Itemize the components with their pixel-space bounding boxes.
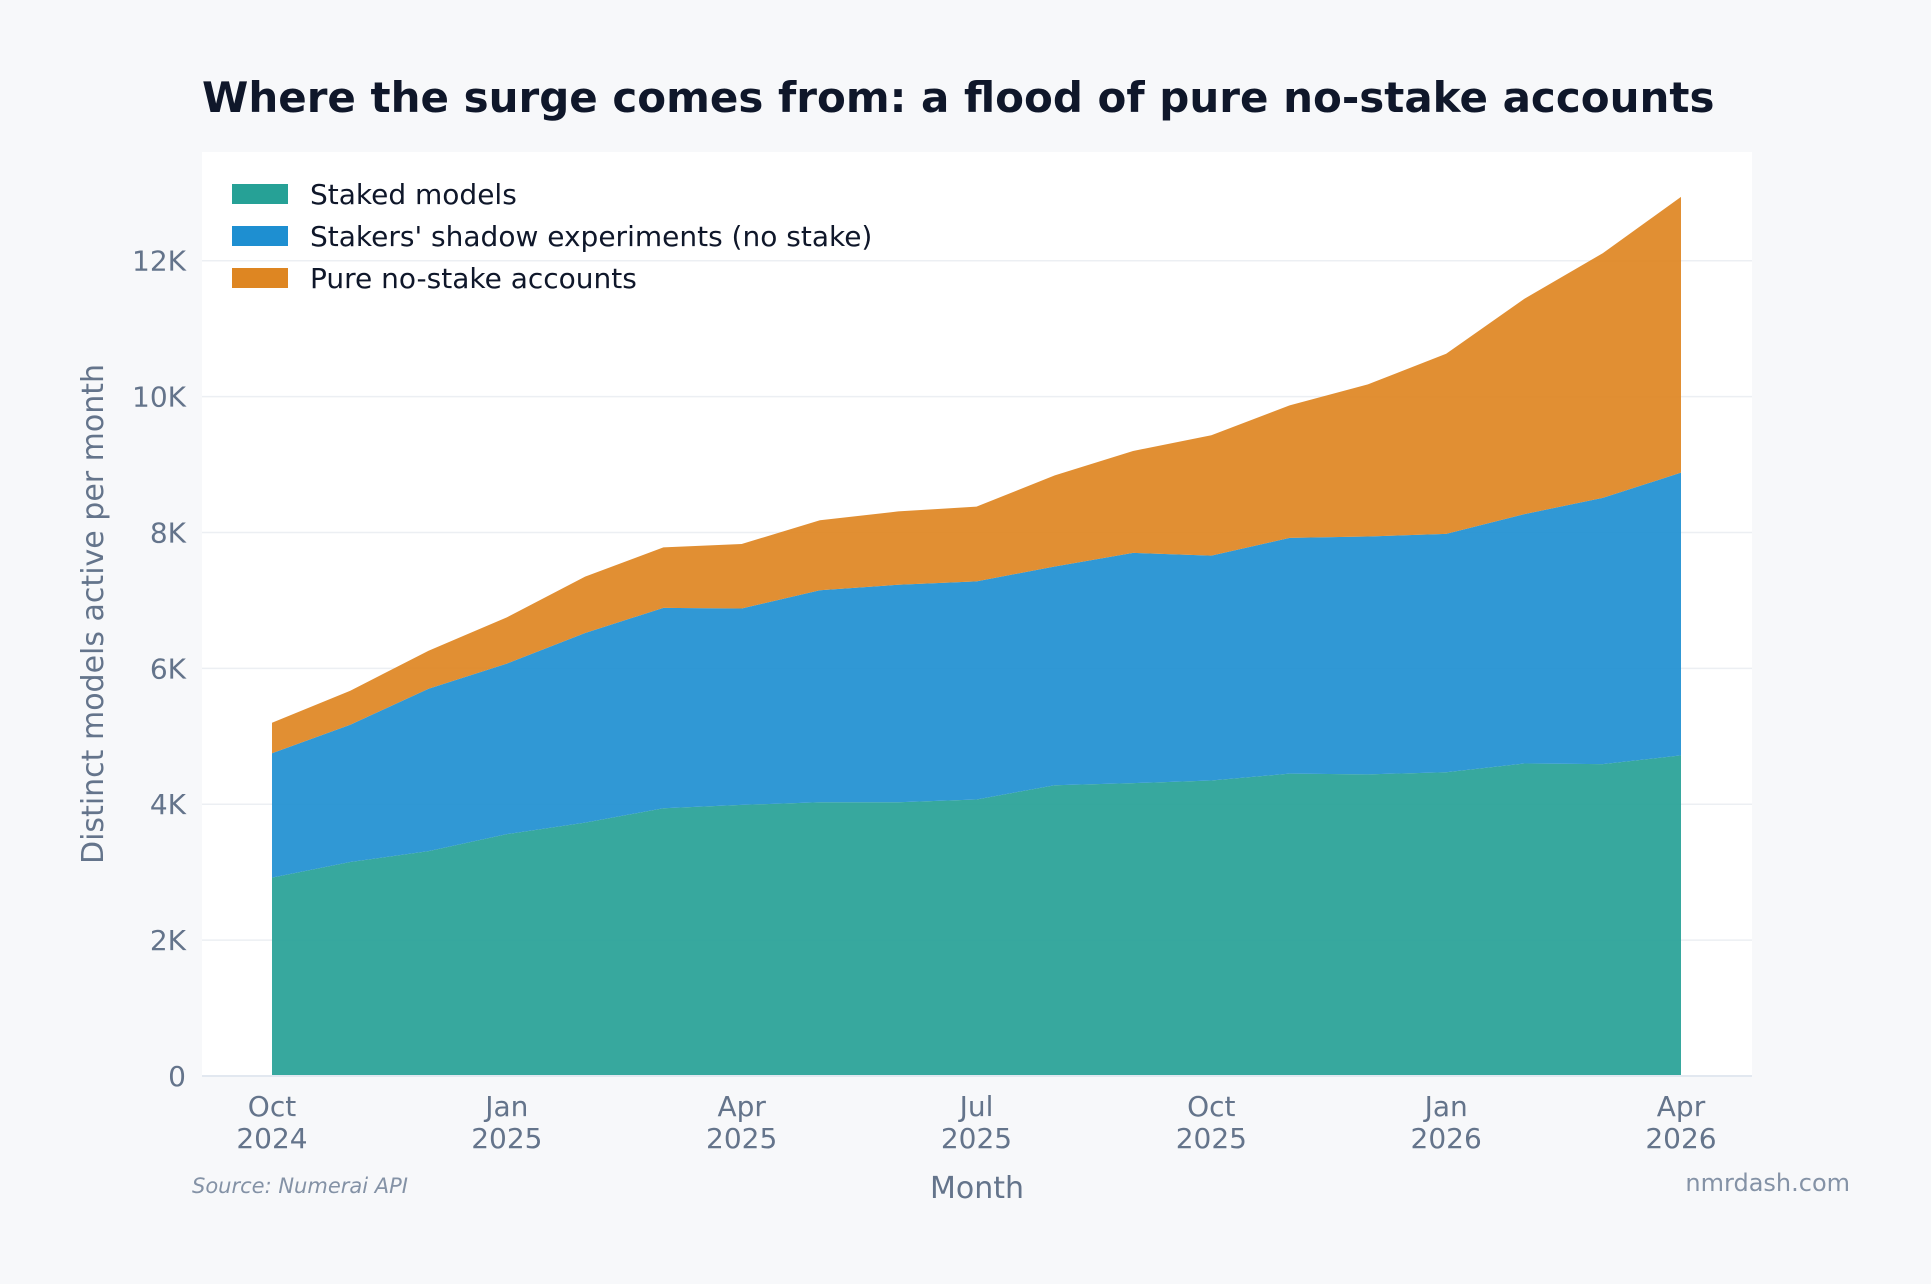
area-series-3 [272,196,1681,754]
y-axis-ticks: 0 2K 4K 6K 8K 10K 12K [132,245,187,1093]
area-series-1 [272,755,1681,1076]
legend-swatch [232,268,288,288]
x-tick-label-month: Jan [1423,1090,1468,1123]
legend-label: Staked models [310,178,517,211]
y-tick-label: 10K [132,381,187,414]
area-series-layer [272,196,1681,1076]
x-tick-label-year: 2026 [1411,1122,1482,1155]
legend-swatch [232,184,288,204]
source-note: Source: Numerai API [192,1174,408,1198]
legend-label: Stakers' shadow experiments (no stake) [310,220,872,253]
y-tick-label: 12K [132,245,187,278]
y-tick-label: 6K [150,652,187,685]
x-tick-label-month: Jul [958,1090,994,1123]
y-tick-label: 8K [150,516,187,549]
chart-title: Where the surge comes from: a flood of p… [202,73,1714,122]
x-axis-label: Month [930,1171,1024,1206]
x-tick-label-month: Jan [483,1090,528,1123]
x-tick-label-year: 2026 [1645,1122,1716,1155]
x-axis-ticks: Oct2024Jan2025Apr2025Jul2025Oct2025Jan20… [236,1090,1716,1155]
y-tick-label: 2K [150,924,187,957]
y-tick-label: 4K [150,788,187,821]
x-tick-label-month: Apr [1657,1090,1706,1123]
x-tick-label-year: 2025 [941,1122,1012,1155]
x-tick-label-year: 2025 [471,1122,542,1155]
area-series-2 [272,472,1681,878]
x-tick-label-month: Oct [1187,1090,1235,1123]
x-tick-label-month: Oct [248,1090,296,1123]
x-tick-label-year: 2024 [236,1122,307,1155]
x-tick-label-year: 2025 [706,1122,777,1155]
x-tick-label-month: Apr [717,1090,766,1123]
legend: Staked models Stakers' shadow experiments… [232,178,872,295]
legend-label: Pure no-stake accounts [310,262,637,295]
y-tick-label: 0 [168,1060,186,1093]
x-tick-label-year: 2025 [1176,1122,1247,1155]
y-axis-label: Distinct models active per month [76,364,111,864]
legend-swatch [232,226,288,246]
brand-watermark: nmrdash.com [1685,1169,1850,1197]
